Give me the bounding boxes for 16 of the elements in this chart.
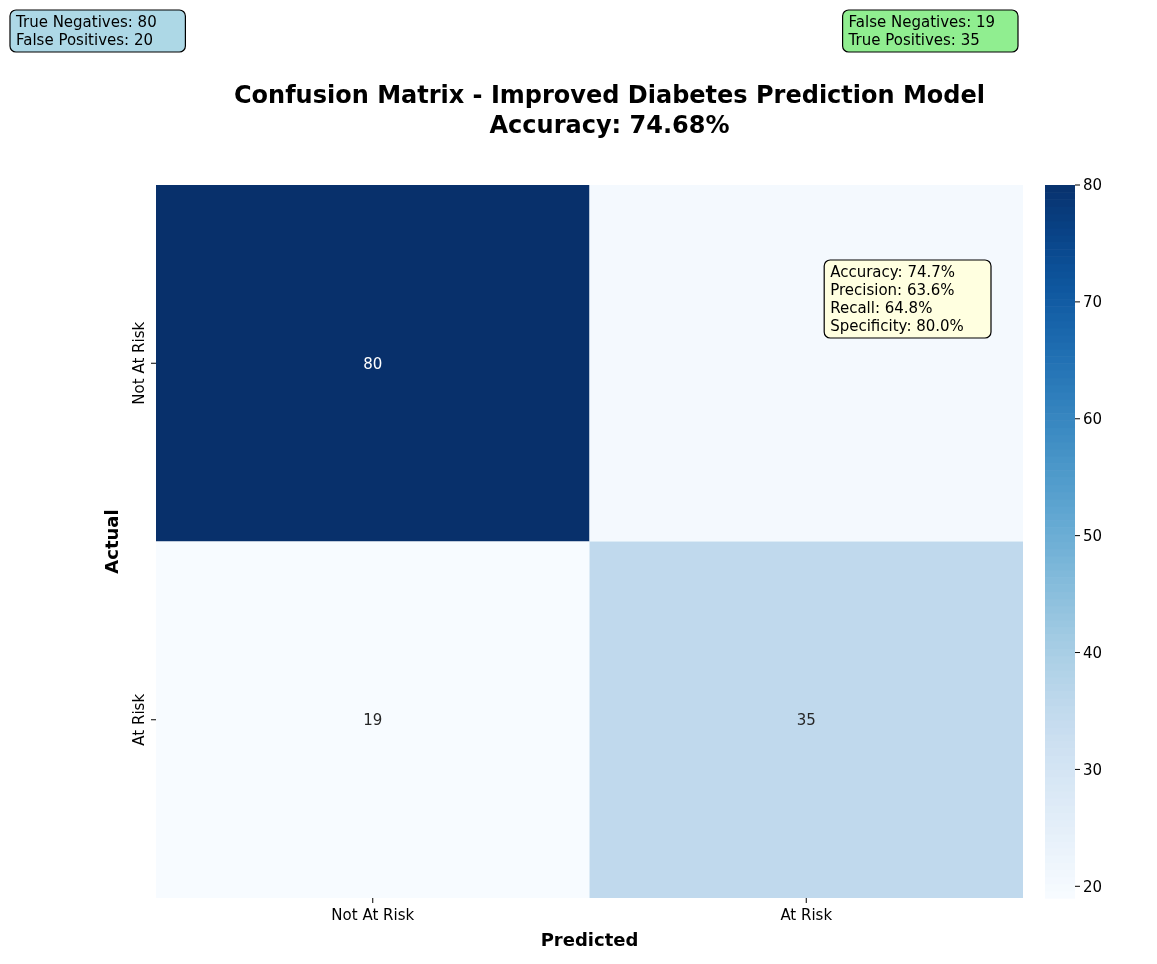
chart-title: Confusion Matrix - Improved Diabetes Prediction Model Accuracy: 74.68% (233, 81, 986, 139)
color-bar-label: 70 (1083, 293, 1103, 312)
y-axis-title: Actual (101, 509, 122, 574)
data-label: 35 (796, 711, 816, 729)
color-bar-label: 40 (1083, 643, 1103, 662)
color-bar-label: 60 (1083, 410, 1103, 429)
color-bar-label: 50 (1083, 526, 1103, 545)
color-bar-label: 30 (1083, 760, 1103, 779)
color-bar-label: 20 (1083, 877, 1103, 896)
text: False Negatives: 19 True Positives: 35 (847, 13, 996, 49)
annotation: Accuracy: 74.7% Precision: 63.6% Recall: 64.8% Specificity: 80.0% (830, 263, 964, 335)
color-bar-label: 80 (1083, 176, 1103, 195)
x-axis-title: Predicted (540, 929, 639, 950)
data-label: 80 (363, 354, 383, 373)
text: True Negatives: 80 False Positives: 20 (15, 13, 157, 49)
data-label: 19 (363, 711, 383, 729)
